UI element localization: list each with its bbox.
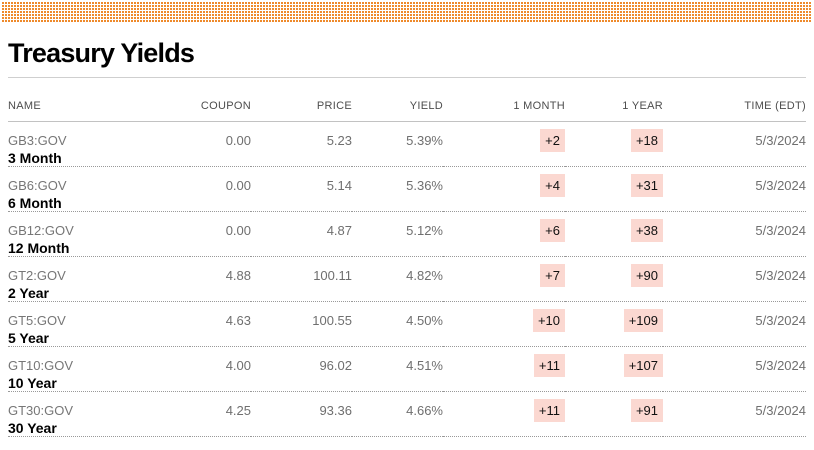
one-year-change-badge: +31 — [630, 173, 663, 197]
one-year-change-badge: +38 — [630, 218, 663, 242]
security-name: 12 Month — [8, 239, 70, 256]
title-divider — [8, 77, 806, 78]
col-header-price: PRICE — [251, 78, 352, 122]
one-month-cell: +11 — [443, 391, 565, 437]
time-value: 5/3/2024 — [663, 301, 806, 347]
security-name: 5 Year — [8, 329, 50, 346]
name-cell: GB6:GOV 6 Month — [8, 166, 190, 212]
time-value: 5/3/2024 — [663, 256, 806, 302]
one-year-cell: +109 — [565, 301, 663, 347]
name-cell: GT5:GOV 5 Year — [8, 301, 190, 347]
name-cell: GB3:GOV 3 Month — [8, 121, 190, 167]
yield-value: 4.82% — [352, 256, 443, 302]
yield-value: 5.12% — [352, 211, 443, 257]
one-month-change-badge: +7 — [540, 263, 565, 287]
table-row: GB12:GOV 12 Month 0.00 4.87 5.12% +6 +38… — [8, 211, 806, 257]
one-year-change-badge: +18 — [630, 128, 663, 152]
col-header-coupon: COUPON — [190, 78, 251, 122]
coupon-value: 0.00 — [190, 166, 251, 212]
one-year-change-badge: +107 — [623, 353, 663, 377]
price-value: 96.02 — [251, 346, 352, 392]
one-month-cell: +11 — [443, 346, 565, 392]
price-value: 100.11 — [251, 256, 352, 302]
price-value: 4.87 — [251, 211, 352, 257]
security-name: 10 Year — [8, 374, 57, 391]
one-year-cell: +107 — [565, 346, 663, 392]
one-month-change-badge: +11 — [533, 353, 565, 377]
price-value: 100.55 — [251, 301, 352, 347]
table-row: GT30:GOV 30 Year 4.25 93.36 4.66% +11 +9… — [8, 391, 806, 437]
time-value: 5/3/2024 — [663, 211, 806, 257]
security-name: 3 Month — [8, 149, 62, 166]
one-month-cell: +2 — [443, 121, 565, 167]
one-month-cell: +4 — [443, 166, 565, 212]
one-year-cell: +38 — [565, 211, 663, 257]
one-year-cell: +90 — [565, 256, 663, 302]
one-month-cell: +7 — [443, 256, 565, 302]
security-name: 2 Year — [8, 284, 50, 301]
one-year-cell: +31 — [565, 166, 663, 212]
yield-value: 5.36% — [352, 166, 443, 212]
time-value: 5/3/2024 — [663, 391, 806, 437]
one-month-change-badge: +4 — [540, 173, 565, 197]
coupon-value: 4.63 — [190, 301, 251, 347]
security-ticker-link[interactable]: GB12:GOV — [8, 222, 74, 238]
table-header-row: NAME COUPON PRICE YIELD 1 MONTH 1 YEAR T… — [8, 78, 806, 122]
one-year-change-badge: +91 — [630, 398, 663, 422]
col-header-1-year: 1 YEAR — [565, 78, 663, 122]
one-year-cell: +91 — [565, 391, 663, 437]
yield-value: 4.66% — [352, 391, 443, 437]
security-name: 6 Month — [8, 194, 62, 211]
table-body: GB3:GOV 3 Month 0.00 5.23 5.39% +2 +18 5… — [8, 121, 806, 437]
time-value: 5/3/2024 — [663, 346, 806, 392]
coupon-value: 4.00 — [190, 346, 251, 392]
price-value: 5.23 — [251, 121, 352, 167]
security-ticker-link[interactable]: GT30:GOV — [8, 402, 74, 418]
orange-halftone-bar — [2, 2, 812, 22]
col-header-yield: YIELD — [352, 78, 443, 122]
treasury-yields-table: NAME COUPON PRICE YIELD 1 MONTH 1 YEAR T… — [8, 78, 806, 437]
one-month-change-badge: +2 — [540, 128, 565, 152]
security-ticker-link[interactable]: GT2:GOV — [8, 267, 66, 283]
name-cell: GT10:GOV 10 Year — [8, 346, 190, 392]
price-value: 93.36 — [251, 391, 352, 437]
coupon-value: 4.88 — [190, 256, 251, 302]
coupon-value: 0.00 — [190, 121, 251, 167]
one-year-cell: +18 — [565, 121, 663, 167]
security-ticker-link[interactable]: GB3:GOV — [8, 132, 67, 148]
col-header-time: TIME (EDT) — [663, 78, 806, 122]
one-month-change-badge: +6 — [540, 218, 565, 242]
name-cell: GT2:GOV 2 Year — [8, 256, 190, 302]
table-row: GB3:GOV 3 Month 0.00 5.23 5.39% +2 +18 5… — [8, 121, 806, 167]
yield-value: 4.51% — [352, 346, 443, 392]
one-month-cell: +10 — [443, 301, 565, 347]
one-month-change-badge: +10 — [532, 308, 565, 332]
coupon-value: 0.00 — [190, 211, 251, 257]
one-year-change-badge: +109 — [623, 308, 663, 332]
yield-value: 4.50% — [352, 301, 443, 347]
treasury-yields-panel: Treasury Yields NAME COUPON PRICE YIELD … — [0, 2, 814, 437]
coupon-value: 4.25 — [190, 391, 251, 437]
yield-value: 5.39% — [352, 121, 443, 167]
security-ticker-link[interactable]: GT10:GOV — [8, 357, 74, 373]
page-title: Treasury Yields — [8, 38, 195, 68]
time-value: 5/3/2024 — [663, 166, 806, 212]
table-row: GB6:GOV 6 Month 0.00 5.14 5.36% +4 +31 5… — [8, 166, 806, 212]
security-name: 30 Year — [8, 419, 57, 436]
one-month-change-badge: +11 — [533, 398, 565, 422]
one-year-change-badge: +90 — [630, 263, 663, 287]
name-cell: GT30:GOV 30 Year — [8, 391, 190, 437]
security-ticker-link[interactable]: GT5:GOV — [8, 312, 66, 328]
col-header-1-month: 1 MONTH — [443, 78, 565, 122]
name-cell: GB12:GOV 12 Month — [8, 211, 190, 257]
table-row: GT5:GOV 5 Year 4.63 100.55 4.50% +10 +10… — [8, 301, 806, 347]
time-value: 5/3/2024 — [663, 121, 806, 167]
security-ticker-link[interactable]: GB6:GOV — [8, 177, 67, 193]
one-month-cell: +6 — [443, 211, 565, 257]
table-row: GT2:GOV 2 Year 4.88 100.11 4.82% +7 +90 … — [8, 256, 806, 302]
col-header-name: NAME — [8, 78, 190, 122]
price-value: 5.14 — [251, 166, 352, 212]
table-row: GT10:GOV 10 Year 4.00 96.02 4.51% +11 +1… — [8, 346, 806, 392]
